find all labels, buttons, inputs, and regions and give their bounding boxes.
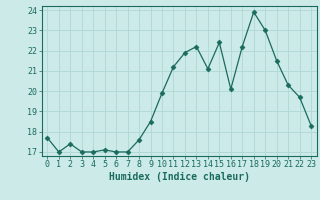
X-axis label: Humidex (Indice chaleur): Humidex (Indice chaleur): [109, 172, 250, 182]
